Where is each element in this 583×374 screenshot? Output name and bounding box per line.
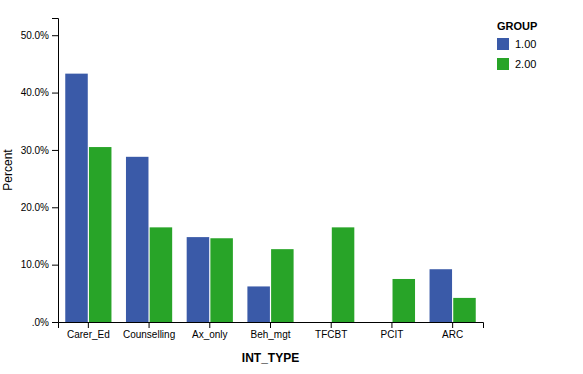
- y-tick-mark: [52, 207, 58, 208]
- y-tick-mark: [52, 322, 58, 323]
- legend-item: 1.00: [497, 38, 536, 50]
- x-axis: Carer_Ed Counselling Ax_only Beh_mgt TFCBT PC…: [59, 322, 484, 340]
- bar: [247, 286, 270, 322]
- bar-series: [89, 147, 476, 322]
- bar: [393, 279, 416, 322]
- x-tick-mark: [149, 322, 150, 328]
- bar-series: [65, 74, 452, 322]
- bar: [332, 227, 355, 322]
- x-tick: Beh_mgt: [250, 322, 290, 340]
- y-tick-mark: [52, 93, 58, 94]
- bar: [65, 74, 88, 322]
- y-tick-mark: [52, 265, 58, 266]
- legend-title: GROUP: [497, 20, 537, 32]
- bar: [453, 298, 476, 322]
- x-tick-label: TFCBT: [315, 329, 347, 340]
- x-tick-label: Beh_mgt: [250, 329, 290, 340]
- y-axis: .0% 10.0% 20.0% 30.0% 40.0% 50.0%: [21, 19, 59, 328]
- x-tick-label: Carer_Ed: [67, 329, 110, 340]
- y-tick: 40.0%: [21, 87, 58, 98]
- y-tick-mark: [52, 35, 58, 36]
- x-axis-line: [59, 323, 484, 329]
- bar: [187, 237, 210, 322]
- x-tick-mark: [391, 322, 392, 328]
- x-tick: PCIT: [381, 322, 404, 340]
- x-tick-label: PCIT: [381, 329, 404, 340]
- x-tick-label: ARC: [442, 329, 463, 340]
- x-tick: Counselling: [123, 322, 175, 340]
- x-tick-mark: [270, 322, 271, 328]
- bars: [65, 74, 475, 322]
- bar: [150, 227, 173, 322]
- y-tick-label: 10.0%: [21, 259, 49, 270]
- legend: GROUP 1.00 2.00: [497, 20, 537, 70]
- legend-swatch: [497, 58, 509, 70]
- x-tick: Ax_only: [192, 322, 228, 340]
- x-tick-mark: [331, 322, 332, 328]
- y-axis-title: Percent: [1, 149, 15, 191]
- y-tick-label: 30.0%: [21, 145, 49, 156]
- x-tick-label: Ax_only: [192, 329, 228, 340]
- bar: [308, 322, 331, 323]
- legend-label: 2.00: [515, 58, 536, 70]
- x-axis-title: INT_TYPE: [242, 351, 299, 365]
- y-tick-label: 50.0%: [21, 30, 49, 41]
- x-tick: TFCBT: [315, 322, 347, 340]
- y-axis-line: [52, 19, 59, 323]
- x-tick-label: Counselling: [123, 329, 175, 340]
- y-tick: 50.0%: [21, 30, 58, 41]
- legend-item: 2.00: [497, 58, 536, 70]
- y-tick: 20.0%: [21, 202, 58, 213]
- plot: Carer_Ed Counselling Ax_only Beh_mgt TFCBT PC…: [1, 19, 484, 366]
- y-tick: .0%: [32, 317, 58, 328]
- legend-label: 1.00: [515, 38, 536, 50]
- legend-swatch: [497, 38, 509, 50]
- bar: [126, 157, 149, 322]
- y-tick-mark: [52, 150, 58, 151]
- x-tick-mark: [452, 322, 453, 328]
- y-tick: 10.0%: [21, 259, 58, 270]
- x-tick-mark: [88, 322, 89, 328]
- y-tick-label: .0%: [32, 317, 49, 328]
- bar: [210, 238, 233, 322]
- chart: Carer_Ed Counselling Ax_only Beh_mgt TFCBT PC…: [0, 0, 583, 374]
- x-tick: Carer_Ed: [67, 322, 110, 340]
- bar: [369, 322, 392, 323]
- y-tick: 30.0%: [21, 145, 58, 156]
- x-tick-mark: [209, 322, 210, 328]
- x-tick: ARC: [442, 322, 463, 340]
- y-tick-label: 40.0%: [21, 87, 49, 98]
- y-tick-label: 20.0%: [21, 202, 49, 213]
- bar: [89, 147, 112, 322]
- bar: [271, 249, 294, 322]
- bar: [430, 269, 453, 322]
